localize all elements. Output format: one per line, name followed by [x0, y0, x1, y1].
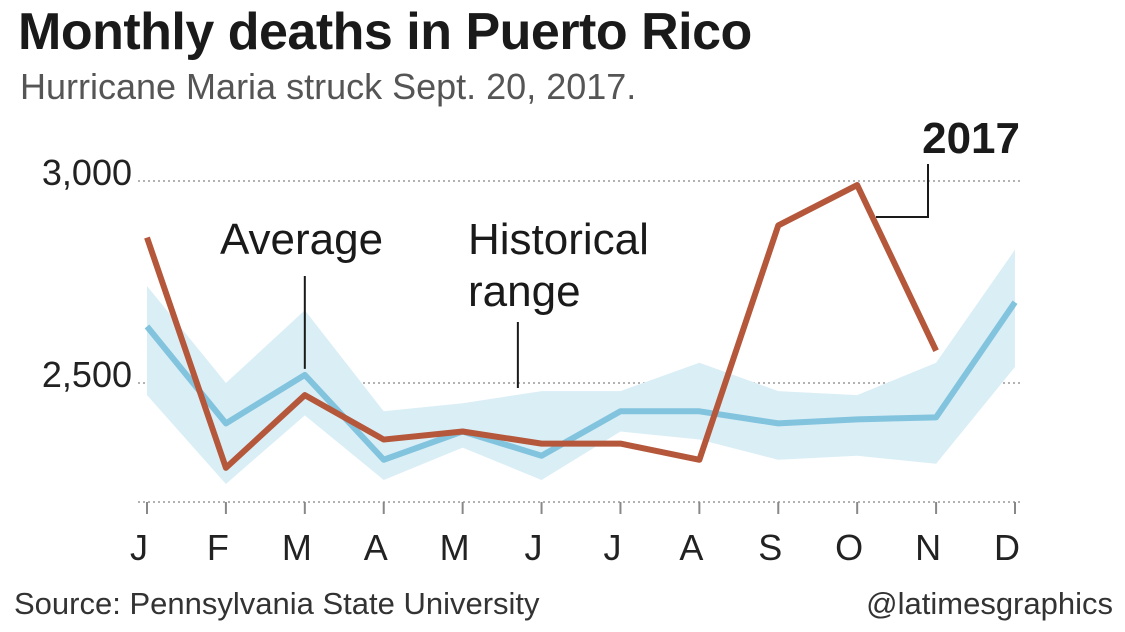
series-lines: [144, 182, 1018, 471]
x-tick-label-11: D: [994, 527, 1020, 568]
chart-subtitle: Hurricane Maria struck Sept. 20, 2017.: [20, 66, 637, 107]
annotation-historical-line1: Historical: [468, 215, 649, 264]
chart-title: Monthly deaths in Puerto Rico: [18, 3, 752, 61]
x-tick-label-10: N: [915, 527, 941, 568]
x-tick-label-0: J: [130, 527, 148, 568]
credit-note: @latimesgraphics: [866, 586, 1113, 621]
y-tick-label-3000: 3,000: [42, 152, 132, 193]
annotation-2017: 2017: [922, 114, 1020, 163]
x-tick-label-8: S: [758, 527, 782, 568]
y-axis: 2,500 3,000: [42, 152, 132, 395]
historical-range-area: [147, 249, 1015, 484]
annotation-average: Average: [220, 215, 383, 264]
source-note: Source: Pennsylvania State University: [14, 586, 540, 621]
x-tick-label-9: O: [835, 527, 863, 568]
x-tick-label-2: M: [282, 527, 312, 568]
y-tick-label-2500: 2,500: [42, 354, 132, 395]
x-tick-label-1: F: [207, 527, 229, 568]
series-line-average: [144, 300, 1018, 463]
x-tick-label-7: A: [679, 527, 703, 568]
x-tick-label-4: M: [440, 527, 470, 568]
x-tick-label-3: A: [364, 527, 388, 568]
x-tick-label-5: J: [525, 527, 543, 568]
historical-range-band: [147, 249, 1015, 484]
x-tick-label-6: J: [603, 527, 621, 568]
annotation-historical-line2: range: [468, 267, 581, 316]
annotation-2017-leader: [876, 164, 929, 219]
series-line-2017: [144, 182, 939, 471]
